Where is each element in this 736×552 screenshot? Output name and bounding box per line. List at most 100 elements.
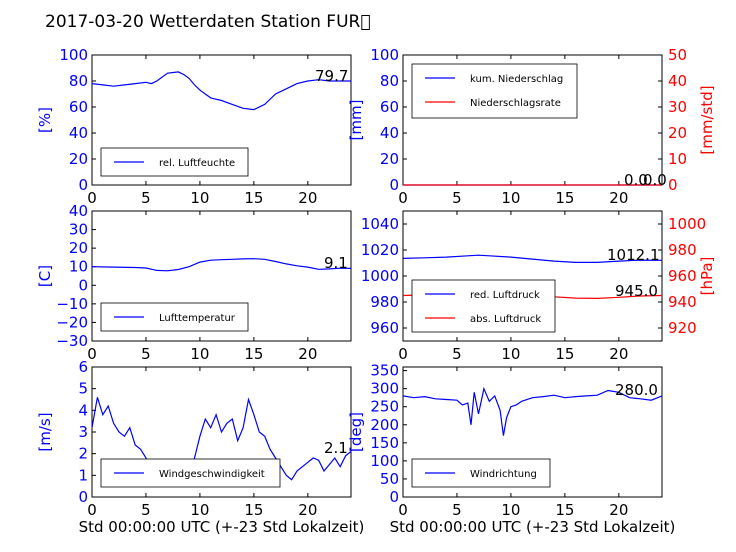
x-tick-label: 20: [609, 345, 628, 363]
x-tick-label: 10: [190, 501, 209, 519]
y-tick-label: 20: [380, 150, 399, 168]
x-tick-label: 0: [398, 501, 408, 519]
y-tick-label: 20: [69, 239, 88, 257]
x-tick-label: 20: [298, 501, 317, 519]
y2-tick-label: 20: [668, 124, 687, 142]
y-tick-label: 200: [370, 416, 399, 434]
legend: Lufttemperatur: [100, 302, 249, 332]
legend: red. Luftdruck abs. Luftdruck: [411, 279, 556, 333]
y-tick-label: 40: [69, 124, 88, 142]
y-tick-label: 0: [389, 488, 399, 506]
legend: rel. Luftfeuchte: [100, 147, 249, 177]
y-tick-label: 4: [78, 401, 88, 419]
y-axis-label: [%]: [36, 107, 54, 133]
x-axis-label: Std 00:00:00 UTC (+-23 Std Lokalzeit): [390, 518, 676, 536]
x-tick-label: 5: [141, 501, 151, 519]
y-tick-label: 0: [78, 488, 88, 506]
y-tick-label: 2: [78, 445, 88, 463]
y-tick-label: 80: [380, 72, 399, 90]
x-tick-label: 15: [244, 189, 263, 207]
current-value-label-2: 945.0: [615, 282, 658, 300]
y2-tick-label: 1000: [668, 215, 706, 233]
legend-box: [100, 458, 281, 488]
y-axis-label: [C]: [36, 265, 54, 287]
chart-panel-1: 0 5 10 15 20 0 20 40 60 80 100 [%] rel. Luftfeuchte 7…: [36, 46, 352, 207]
y-tick-label: 1: [78, 466, 88, 484]
current-value-label-2: 0.0: [643, 171, 667, 189]
y2-tick-label: 50: [668, 46, 687, 64]
y-tick-label: 5: [78, 380, 88, 398]
chart-panel-3: 0 5 10 15 20−30−20−10010203040[C]Lufttempera…: [36, 202, 352, 363]
y-tick-label: 10: [69, 258, 88, 276]
y-tick-label: 6: [78, 358, 88, 376]
legend-entry: abs. Luftdruck: [470, 314, 541, 325]
y-tick-label: −30: [56, 332, 88, 350]
y-tick-label: 0: [78, 176, 88, 194]
y-tick-label: 980: [370, 293, 399, 311]
x-tick-label: 0: [398, 345, 408, 363]
series-line-1: [91, 71, 351, 111]
series-line-1: [91, 258, 352, 272]
y-axis-label: [mm]: [347, 100, 365, 141]
x-tick-label: 20: [298, 189, 317, 207]
x-tick-label: 10: [501, 501, 520, 519]
current-value-label: 280.0: [615, 381, 658, 399]
y-tick-label: −10: [56, 295, 88, 313]
figure-title: 2017-03-20 Wetterdaten Station FUR : [45, 12, 371, 32]
x-tick-label: 5: [452, 345, 462, 363]
y-tick-label: 30: [69, 221, 88, 239]
x-tick-label: 0: [87, 189, 97, 207]
y-axis-label: [m/s]: [36, 412, 54, 451]
x-tick-label: 5: [141, 345, 151, 363]
legend-entry: Lufttemperatur: [159, 313, 236, 324]
legend-entry: kum. Niederschlag: [470, 74, 563, 85]
y2-tick-label: 980: [668, 241, 697, 259]
y2-tick-label: 0: [668, 176, 678, 194]
x-tick-label: 20: [609, 501, 628, 519]
y2-tick-label: 10: [668, 150, 687, 168]
y-tick-label: 100: [370, 46, 399, 64]
legend: kum. Niederschlag Niederschlagsrate: [411, 63, 578, 119]
y-tick-label: 150: [370, 434, 399, 452]
x-tick-label: 0: [87, 345, 97, 363]
x-tick-label: 20: [609, 189, 628, 207]
y2-axis-label: [hPa]: [698, 257, 716, 296]
x-tick-label: 0: [87, 501, 97, 519]
y-tick-label: 300: [370, 380, 399, 398]
y2-tick-label: 40: [668, 72, 687, 90]
y2-axis-label: [mm/std]: [698, 85, 716, 154]
y2-tick-label: 920: [668, 319, 697, 337]
legend-entry: Windgeschwindigkeit: [159, 469, 265, 480]
series-line-1: [91, 397, 352, 488]
y-tick-label: −20: [56, 313, 88, 331]
y-tick-label: 3: [78, 423, 88, 441]
y-tick-label: 350: [370, 362, 399, 380]
x-tick-label: 10: [501, 345, 520, 363]
y-tick-label: 0: [78, 276, 88, 294]
legend-entry: red. Luftdruck: [470, 290, 540, 301]
y-axis-label: [deg]: [347, 412, 365, 452]
x-tick-label: 15: [244, 345, 263, 363]
legend: Windrichtung: [411, 458, 551, 488]
legend-box: [411, 279, 556, 333]
x-tick-label: 10: [190, 345, 209, 363]
legend-entry: Windrichtung: [470, 469, 537, 480]
y-tick-label: 960: [370, 319, 399, 337]
x-tick-label: 0: [398, 189, 408, 207]
series-line-1: [402, 386, 663, 436]
x-tick-label: 5: [452, 189, 462, 207]
current-value-label: 1012.1: [607, 246, 660, 264]
y-tick-label: 50: [380, 470, 399, 488]
legend-box: [411, 63, 578, 119]
y-tick-label: 1020: [361, 241, 399, 259]
y2-tick-label: 940: [668, 293, 697, 311]
x-tick-label: 15: [244, 501, 263, 519]
y-tick-label: 20: [69, 150, 88, 168]
chart-panel-2: 0 5 10 15 20 0 20 40 60 80 100 0 10 20 30 40 50 [mm] [mm/s…: [347, 46, 716, 207]
chart-panel-5: 0 5 10 15 20 0 1 2 3 4 5 6 [m/s] Std 00:00:00 UTC (+-…: [36, 358, 364, 536]
y-tick-label: 80: [69, 72, 88, 90]
x-tick-label: 5: [141, 189, 151, 207]
y-tick-label: 1040: [361, 215, 399, 233]
x-tick-label: 10: [190, 189, 209, 207]
